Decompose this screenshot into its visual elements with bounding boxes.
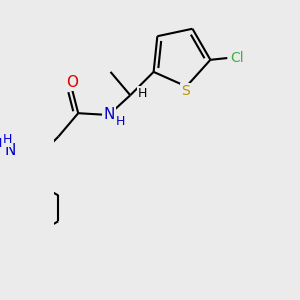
Text: H: H <box>2 133 12 146</box>
Text: Cl: Cl <box>230 51 243 65</box>
Text: S: S <box>181 84 190 98</box>
Text: O: O <box>66 75 78 90</box>
Text: N: N <box>4 143 16 158</box>
Text: H: H <box>138 87 148 100</box>
Text: H: H <box>116 115 125 128</box>
Text: H: H <box>0 137 2 150</box>
Text: N: N <box>103 107 114 122</box>
